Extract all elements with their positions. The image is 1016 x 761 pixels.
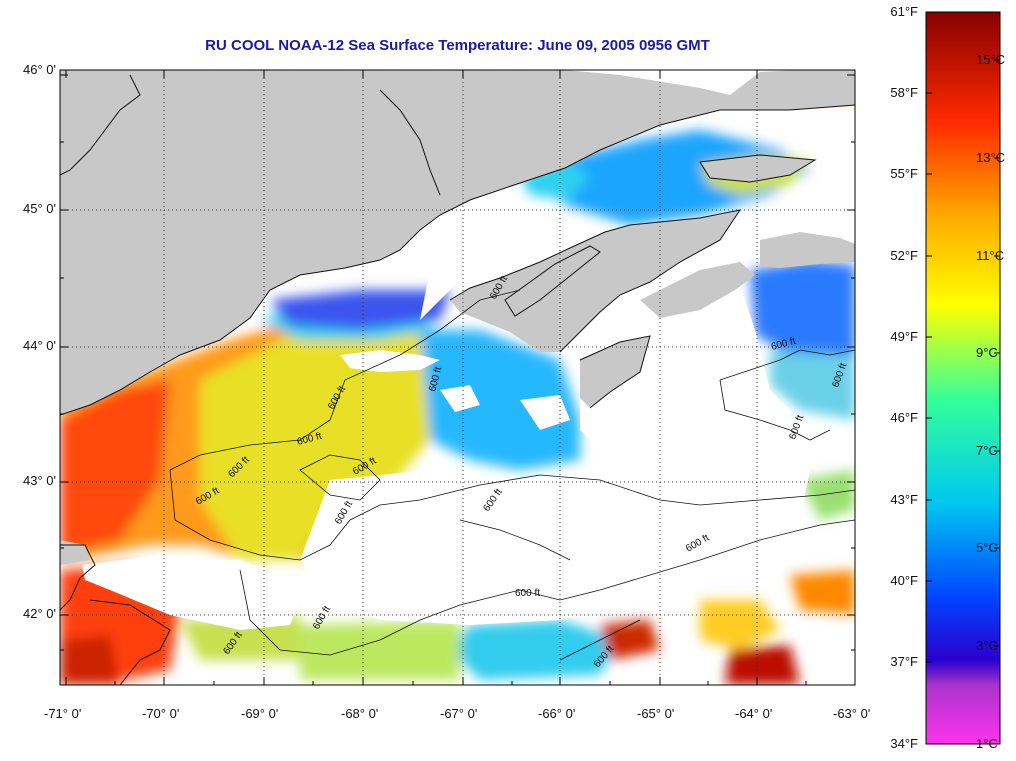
- longitude-label: -65° 0': [637, 706, 675, 721]
- colorbar-ticks: [926, 59, 1000, 663]
- colorbar-c-label: 1°C: [976, 736, 998, 751]
- colorbar-f-label: 55°F: [890, 166, 918, 181]
- longitude-label: -66° 0': [538, 706, 576, 721]
- latitude-label: 46° 0': [23, 62, 56, 77]
- contour-label: 600 ft: [515, 588, 540, 599]
- latitude-label: 42° 0': [23, 606, 56, 621]
- colorbar-c-label: 15°C: [976, 52, 1006, 67]
- longitude-label: -67° 0': [440, 706, 478, 721]
- longitude-label: -69° 0': [241, 706, 279, 721]
- colorbar-c-label: 11°C: [976, 248, 1005, 263]
- longitude-label: -71° 0': [44, 706, 82, 721]
- colorbar-f-label: 52°F: [890, 248, 918, 263]
- colorbar-f-label: 49°F: [890, 329, 918, 344]
- colorbar-f-label: 46°F: [890, 410, 918, 425]
- latitude-label: 45° 0': [23, 201, 56, 216]
- longitude-label: -68° 0': [341, 706, 379, 721]
- latitude-label: 43° 0': [23, 473, 56, 488]
- colorbar-f-label: 43°F: [890, 492, 918, 507]
- coastlines: [60, 74, 855, 685]
- longitude-label: -70° 0': [142, 706, 180, 721]
- land: [60, 70, 855, 565]
- latitude-label: 44° 0': [23, 338, 56, 353]
- colorbar-c-label: 13°C: [976, 150, 1006, 165]
- longitude-label: -63° 0': [833, 706, 871, 721]
- longitude-label: -64° 0': [735, 706, 773, 721]
- colorbar-c-label: 3°C: [976, 638, 998, 653]
- colorbar-f-label: 34°F: [890, 736, 918, 751]
- bathymetry-contours: [169, 289, 855, 661]
- colorbar-f-label: 40°F: [890, 573, 918, 588]
- colorbar-f-label: 58°F: [890, 85, 918, 100]
- colorbar: [925, 11, 1001, 745]
- axis-ticks: [60, 70, 856, 685]
- graticule: [60, 70, 855, 685]
- colorbar-f-label: 37°F: [890, 654, 918, 669]
- colorbar-f-label: 61°F: [890, 4, 918, 19]
- map-area: 600 ft 600 ft 600 ft 600 ft 600 ft 600 f…: [60, 70, 855, 685]
- map-frame: [59, 69, 856, 686]
- colorbar-c-label: 9°C: [976, 345, 998, 360]
- colorbar-c-label: 7°C: [976, 443, 998, 458]
- map-title: RU COOL NOAA-12 Sea Surface Temperature:…: [205, 37, 710, 54]
- colorbar-c-label: 5°C: [976, 540, 998, 555]
